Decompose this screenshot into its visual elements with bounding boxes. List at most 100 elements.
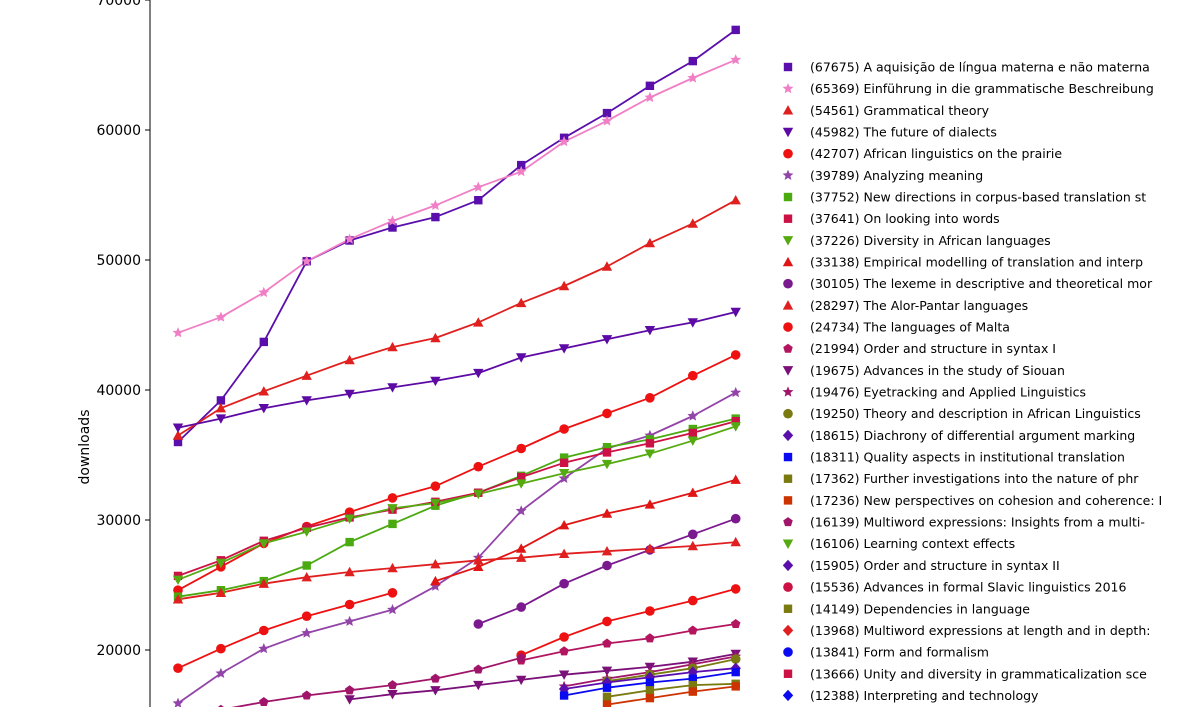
legend-marker <box>783 192 793 202</box>
data-point-marker <box>516 543 527 553</box>
data-point-marker <box>645 686 655 695</box>
data-point-marker <box>258 578 269 588</box>
data-point-marker <box>559 424 569 434</box>
legend-marker <box>783 343 793 353</box>
legend-marker <box>782 429 794 442</box>
data-point-marker <box>558 548 570 558</box>
data-point-marker <box>644 499 656 509</box>
y-tick-label: 50000 <box>96 253 141 269</box>
data-point-marker <box>258 404 269 414</box>
data-point-marker <box>730 386 742 398</box>
data-point-marker <box>601 459 613 470</box>
series-line <box>177 199 737 437</box>
legend-marker <box>783 647 793 657</box>
data-point-marker <box>473 461 484 472</box>
data-point-marker <box>430 673 441 683</box>
data-point-marker <box>730 350 741 360</box>
data-point-marker <box>387 504 398 514</box>
data-point-marker <box>730 307 741 318</box>
data-point-marker <box>473 664 484 674</box>
data-point-marker <box>301 627 313 638</box>
data-point-marker <box>687 436 698 446</box>
data-point-marker <box>687 410 699 421</box>
legend-entry-label: (13968) Multiword expressions at length … <box>810 623 1150 638</box>
legend-entry-label: (15536) Advances in formal Slavic lingui… <box>810 580 1126 595</box>
data-point-marker <box>644 671 656 683</box>
legend-entry-label: (67675) A aquisição de língua materna e … <box>810 60 1150 75</box>
data-point-marker <box>644 326 656 336</box>
data-point-marker <box>302 561 311 570</box>
legend: (67675) A aquisição de língua materna e … <box>782 60 1162 703</box>
data-point-marker <box>387 562 398 573</box>
data-point-marker <box>301 396 312 406</box>
data-point-marker <box>472 181 484 192</box>
plot-markers <box>172 25 742 707</box>
data-point-marker <box>645 81 655 90</box>
data-point-marker <box>387 493 398 503</box>
data-point-marker <box>688 56 697 66</box>
data-point-marker <box>430 559 441 569</box>
y-tick-label: 40000 <box>96 383 141 399</box>
data-point-marker <box>301 370 312 380</box>
data-point-marker <box>601 666 613 676</box>
series-line <box>177 29 737 443</box>
data-point-marker <box>687 666 698 678</box>
data-point-marker <box>730 474 741 484</box>
data-point-marker <box>215 414 227 424</box>
data-point-marker <box>387 341 398 352</box>
data-point-marker <box>431 212 440 222</box>
data-point-marker <box>172 594 184 604</box>
data-point-marker <box>516 652 526 662</box>
legend-entry-label: (37641) On looking into words <box>810 211 1000 226</box>
data-point-marker <box>258 286 270 298</box>
data-point-marker <box>602 700 612 707</box>
legend-marker <box>783 148 793 159</box>
data-point-marker <box>215 311 227 322</box>
data-point-marker <box>301 690 312 700</box>
data-point-marker <box>387 604 398 615</box>
legend-marker <box>783 452 793 462</box>
data-point-marker <box>172 430 184 440</box>
data-point-marker <box>473 489 484 500</box>
data-point-marker <box>388 519 397 529</box>
series-line <box>177 420 736 577</box>
data-point-marker <box>601 335 613 345</box>
data-point-marker <box>559 632 569 642</box>
data-point-marker <box>515 505 527 516</box>
data-point-marker <box>387 215 398 226</box>
data-point-marker <box>172 697 184 707</box>
data-point-marker <box>301 611 312 621</box>
legend-entry-label: (17362) Further investigations into the … <box>810 471 1139 486</box>
legend-entry-label: (37752) New directions in corpus-based t… <box>810 190 1146 205</box>
data-point-marker <box>215 558 227 569</box>
data-point-marker <box>687 540 698 551</box>
data-point-marker <box>645 393 655 403</box>
legend-entry-label: (21994) Order and structure in syntax I <box>810 341 1056 356</box>
data-point-marker <box>430 686 441 696</box>
data-point-marker <box>344 233 356 244</box>
data-point-marker <box>430 332 441 343</box>
data-point-marker <box>301 527 312 537</box>
legend-marker <box>782 559 794 572</box>
legend-marker <box>783 496 793 505</box>
data-point-marker <box>602 108 612 118</box>
data-point-marker <box>516 443 526 454</box>
data-point-marker <box>731 682 740 691</box>
series-line <box>521 623 736 662</box>
legend-marker <box>782 169 794 180</box>
y-tick-label: 70000 <box>96 0 141 9</box>
data-point-marker <box>172 327 184 338</box>
data-point-marker <box>216 643 226 654</box>
data-point-marker <box>602 560 612 571</box>
data-point-marker <box>602 692 612 701</box>
series-line <box>177 591 393 670</box>
series-line <box>177 541 736 601</box>
series-line <box>177 58 737 334</box>
series-line <box>349 653 736 701</box>
data-point-marker <box>344 566 355 577</box>
data-point-marker <box>601 115 613 126</box>
data-point-marker <box>559 691 569 700</box>
legend-marker <box>782 256 794 267</box>
legend-entry-label: (28297) The Alor-Pantar languages <box>810 298 1028 313</box>
